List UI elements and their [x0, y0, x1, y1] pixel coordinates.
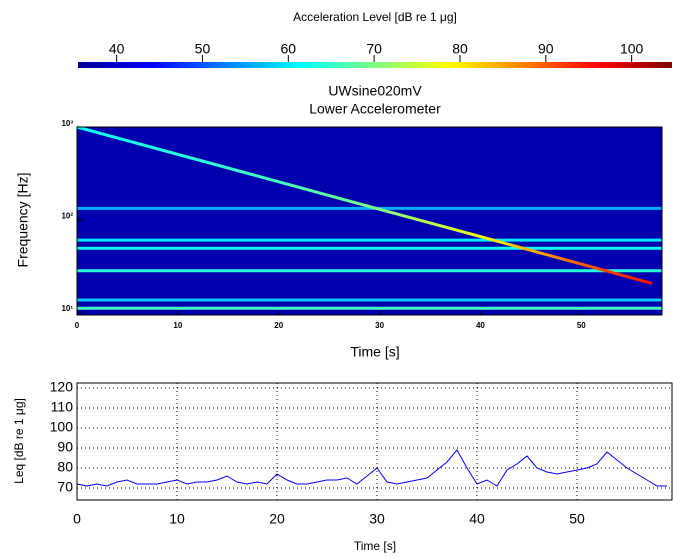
chart-subtitle: Lower Accelerometer	[309, 101, 441, 117]
x-tick-label: 30	[375, 321, 384, 330]
spectrogram-background	[77, 127, 662, 315]
colorbar-tick-label: 90	[538, 41, 554, 57]
x-tick-label: 40	[476, 321, 485, 330]
x-axis-label: Time [s]	[350, 344, 399, 360]
x-tick-label: 40	[469, 511, 485, 527]
chart-title: UWsine020mV	[328, 83, 422, 99]
x-tick-label: 20	[274, 321, 283, 330]
colorbar-tick-label: 100	[620, 41, 644, 57]
x-tick-label: 50	[569, 511, 585, 527]
x-tick-label: 10	[169, 511, 185, 527]
sweep-line	[76, 125, 653, 285]
x-tick-label: 0	[75, 321, 80, 330]
colorbar-tick-label: 50	[195, 41, 211, 57]
x-tick-label: 20	[269, 511, 285, 527]
data-line	[76, 449, 667, 487]
y-tick-label: 80	[57, 459, 73, 475]
x-tick-label: 0	[73, 511, 81, 527]
y-tick-label: 70	[57, 479, 73, 495]
y-tick-label: 90	[57, 439, 73, 455]
colorbar-tick-label: 70	[366, 41, 382, 57]
colorbar-tick-label: 80	[452, 41, 468, 57]
y-axis-label: Leq [dB re 1 μg]	[12, 398, 26, 484]
y-tick-label: 110	[51, 399, 74, 415]
y-tick-label: 120	[50, 379, 74, 395]
x-tick-label: 30	[369, 511, 385, 527]
plot-frame	[76, 126, 663, 316]
x-tick-label: 50	[577, 321, 586, 330]
x-tick-label: 10	[173, 321, 182, 330]
plot-frame	[76, 382, 673, 501]
y-tick-label: 10³	[61, 119, 73, 128]
y-axis-label: Frequency [Hz]	[15, 173, 31, 268]
colorbar-title: Acceleration Level [dB re 1 μg]	[293, 10, 457, 24]
colorbar	[78, 62, 672, 68]
colorbar-tick-label: 60	[281, 41, 297, 57]
colorbar-tick-label: 40	[109, 41, 125, 57]
x-axis-label: Time [s]	[354, 539, 396, 553]
y-tick-label: 100	[50, 419, 74, 435]
y-tick-label: 10²	[61, 212, 73, 221]
y-tick-label: 10¹	[61, 304, 73, 313]
